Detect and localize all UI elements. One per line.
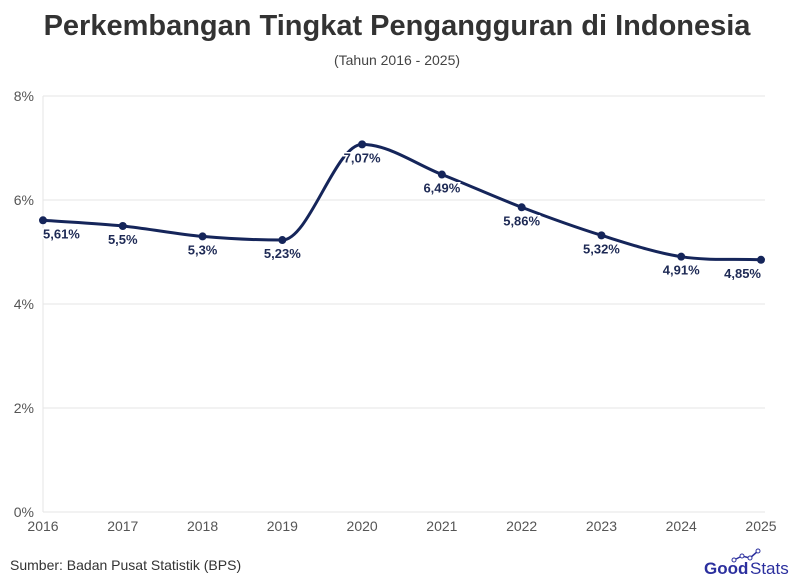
data-point [757, 255, 765, 264]
series-line [42, 142, 762, 262]
x-tick-label: 2019 [267, 518, 298, 534]
data-point [278, 236, 287, 245]
data-point [677, 252, 686, 261]
data-point [597, 231, 606, 240]
data-point [358, 140, 367, 149]
data-point [517, 203, 526, 212]
y-tick-label: 4% [14, 296, 34, 312]
x-tick-label: 2018 [187, 518, 218, 534]
svg-text:Stats: Stats [750, 559, 789, 578]
chart-subtitle: (Tahun 2016 - 2025) [333, 52, 461, 68]
data-label: 5,3% [188, 242, 218, 257]
data-label: 6,49% [423, 181, 460, 196]
data-point [39, 216, 47, 225]
y-tick-label: 8% [14, 88, 34, 104]
y-tick-label: 6% [14, 192, 34, 208]
data-label: 5,32% [583, 241, 620, 256]
source-note: Sumber: Badan Pusat Statistik (BPS) [10, 557, 242, 573]
data-point [118, 222, 127, 230]
data-label: 5,61% [43, 226, 80, 241]
x-tick-label: 2022 [506, 518, 537, 534]
x-tick-label: 2017 [107, 518, 138, 534]
goodstats-logo: Good Stats [704, 548, 789, 578]
data-label: 5,5% [108, 232, 138, 247]
data-label: 7,07% [344, 150, 381, 165]
x-tick-label: 2024 [666, 518, 697, 534]
data-label: 4,85% [724, 266, 761, 281]
data-label: 4,91% [663, 263, 700, 278]
x-tick-label: 2023 [586, 518, 617, 534]
y-tick-label: 0% [14, 504, 34, 520]
data-label: 5,86% [503, 213, 540, 228]
data-point [198, 232, 207, 241]
x-tick-label: 2021 [426, 518, 457, 534]
data-label: 5,23% [264, 246, 301, 261]
chart-title: Perkembangan Tingkat Pengangguran di Ind… [43, 10, 751, 42]
data-point [437, 170, 446, 179]
x-tick-label: 2016 [27, 518, 58, 534]
x-tick-label: 2020 [347, 518, 378, 534]
x-tick-label: 2025 [745, 518, 776, 534]
y-tick-label: 2% [14, 400, 34, 416]
svg-text:Good: Good [704, 559, 748, 578]
